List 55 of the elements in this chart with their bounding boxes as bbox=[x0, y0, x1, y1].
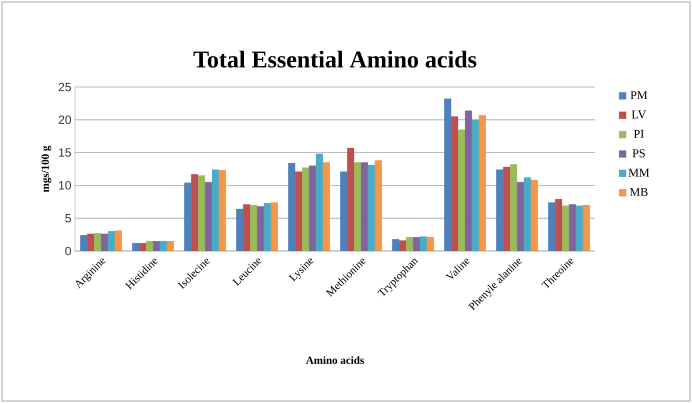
bar bbox=[264, 203, 271, 251]
bar bbox=[360, 162, 368, 251]
y-tick-label: 15 bbox=[59, 148, 71, 157]
bar bbox=[212, 170, 219, 251]
legend-label: MM bbox=[628, 168, 650, 177]
bar bbox=[426, 237, 434, 251]
bar bbox=[530, 180, 538, 251]
y-tick-label: 5 bbox=[65, 214, 71, 222]
bar bbox=[94, 233, 102, 251]
bar bbox=[412, 237, 420, 251]
bar bbox=[576, 206, 583, 251]
bar bbox=[510, 164, 518, 251]
bar bbox=[146, 241, 154, 251]
legend-label: PS bbox=[632, 149, 645, 158]
bar bbox=[562, 206, 570, 251]
x-axis-title: Amino acids bbox=[306, 356, 364, 364]
bar bbox=[302, 168, 310, 251]
bar bbox=[472, 120, 479, 251]
bar bbox=[516, 182, 524, 251]
bar bbox=[374, 160, 382, 251]
bar bbox=[250, 204, 258, 251]
bar bbox=[160, 241, 167, 251]
bar bbox=[218, 170, 226, 251]
bar bbox=[568, 204, 576, 251]
chart-title: Total Essential Amino acids bbox=[193, 50, 476, 68]
bar bbox=[524, 177, 531, 251]
bar bbox=[354, 162, 362, 251]
bar bbox=[322, 162, 330, 251]
y-tick-label: 25 bbox=[58, 82, 71, 92]
y-tick-label: 0 bbox=[65, 246, 72, 256]
bar bbox=[582, 204, 590, 251]
y-tick-label: 20 bbox=[58, 116, 72, 124]
legend-label: MB bbox=[630, 188, 648, 196]
bar bbox=[152, 241, 160, 251]
y-axis-title: mgs/100 g bbox=[42, 146, 52, 192]
bar bbox=[308, 166, 316, 251]
bar bbox=[316, 154, 323, 251]
bar bbox=[464, 110, 472, 251]
bar bbox=[114, 230, 122, 251]
bar bbox=[406, 237, 414, 251]
bar bbox=[100, 234, 108, 251]
bar bbox=[368, 164, 375, 251]
bar bbox=[256, 206, 264, 251]
bar bbox=[198, 175, 206, 251]
bar bbox=[420, 236, 427, 251]
bar bbox=[204, 182, 212, 251]
bar bbox=[478, 115, 486, 251]
bar bbox=[458, 130, 466, 251]
y-tick-label: 10 bbox=[59, 181, 72, 190]
legend-label: PI bbox=[634, 130, 644, 138]
bar bbox=[166, 241, 174, 251]
bar bbox=[108, 231, 115, 251]
bar bbox=[270, 202, 278, 251]
legend-label: LV bbox=[632, 110, 646, 119]
legend-label: PM bbox=[630, 91, 648, 100]
